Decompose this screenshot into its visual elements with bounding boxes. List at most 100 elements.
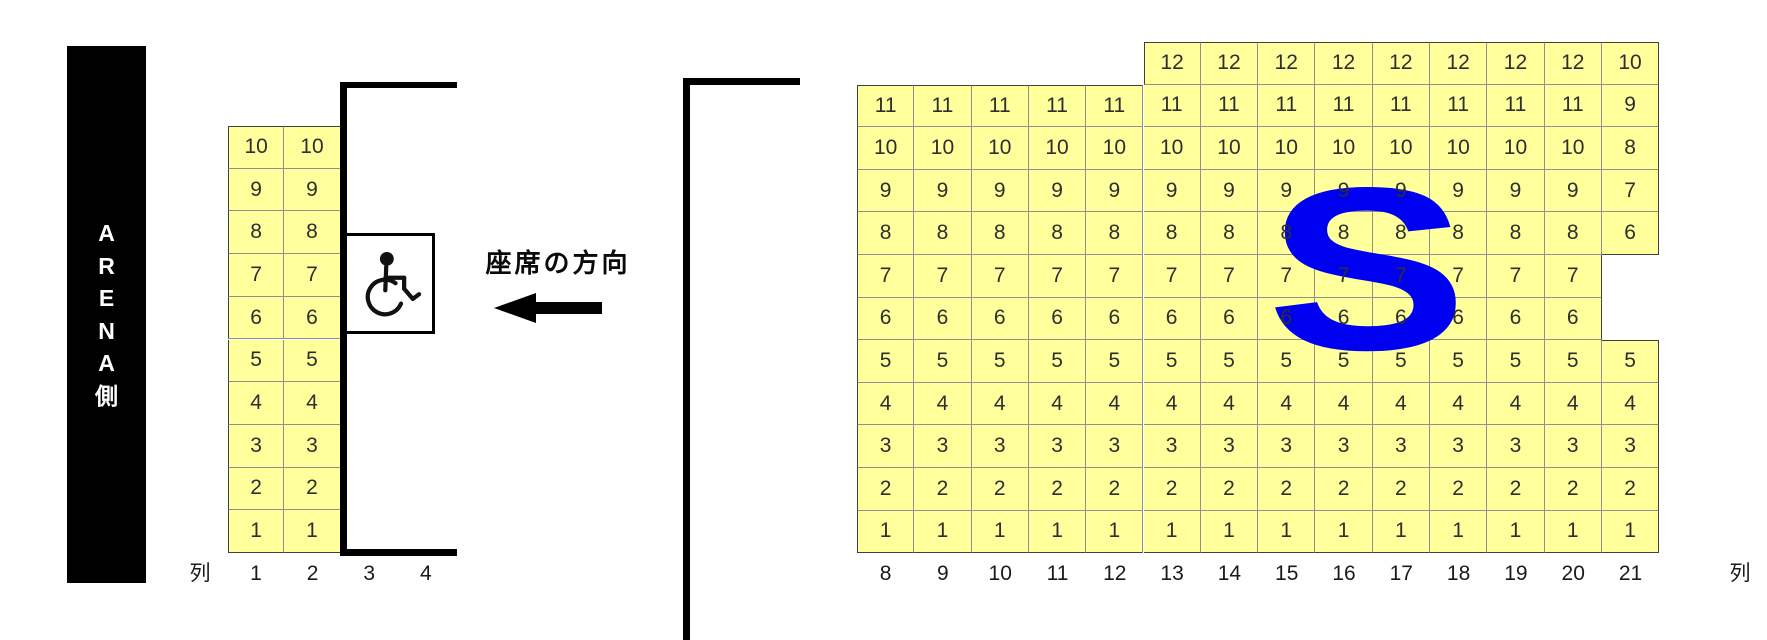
seat-cell: 7 — [1487, 255, 1545, 298]
seat-number: 6 — [993, 306, 1006, 330]
seat-number: 5 — [1624, 349, 1636, 373]
seat-cell: 6 — [1258, 297, 1316, 341]
seat-cell: 6 — [1200, 297, 1259, 341]
seat-number: 4 — [1223, 391, 1235, 415]
seat-cell: 2 — [1601, 468, 1660, 511]
seat-number: 3 — [1223, 434, 1235, 458]
seat-cell: 2 — [1258, 468, 1316, 511]
seat-number: 9 — [1509, 178, 1522, 202]
arena-letter: R — [98, 252, 115, 279]
column-label: 2 — [306, 562, 319, 585]
seat-number: 2 — [250, 476, 262, 500]
seat-cell: 9 — [228, 168, 285, 212]
seat-number: 3 — [1108, 434, 1121, 458]
seat-cell: 4 — [1487, 382, 1545, 426]
seat-cell: 7 — [1086, 255, 1144, 298]
seat-number: 6 — [1624, 221, 1636, 245]
seat-number: 8 — [1165, 221, 1178, 245]
seat-cell: 9 — [1200, 169, 1259, 213]
seat-cell: 7 — [914, 255, 972, 298]
seat-number: 8 — [1624, 135, 1636, 159]
seat-cell: 1 — [1487, 510, 1545, 554]
seat-cell: 2 — [1143, 468, 1201, 511]
seat-number: 7 — [1108, 263, 1121, 287]
seat-cell: 4 — [1143, 382, 1201, 426]
seat-number: 2 — [1509, 476, 1522, 500]
seat-number: 3 — [1337, 434, 1350, 458]
seat-cell: 9 — [284, 168, 341, 212]
seat-number: 1 — [1452, 519, 1464, 543]
seat-number: 10 — [1045, 135, 1069, 159]
seat-cell: 8 — [228, 211, 285, 255]
column-label: 18 — [1446, 562, 1471, 585]
seat-cell: 10 — [1315, 127, 1373, 170]
seat-number: 11 — [1275, 93, 1298, 117]
column-label: 15 — [1275, 562, 1299, 585]
arena-letter: E — [98, 285, 115, 311]
seat-cell: 5 — [1143, 340, 1201, 383]
seat-number: 5 — [250, 348, 262, 372]
seat-cell: 6 — [284, 296, 341, 340]
seat-cell: 11 — [1430, 84, 1488, 128]
seat-cell: 1 — [1143, 510, 1201, 554]
seat-cell: 7 — [857, 255, 915, 298]
seat-number: 8 — [306, 220, 318, 244]
seat-number: 1 — [250, 519, 262, 543]
seat-number: 11 — [1332, 93, 1355, 117]
seat-number: 7 — [1509, 263, 1522, 287]
seat-number: 6 — [1051, 306, 1063, 330]
seat-number: 11 — [874, 93, 897, 117]
seat-cell: 10 — [914, 127, 972, 170]
seat-number: 5 — [1394, 348, 1407, 372]
seat-number: 8 — [1394, 221, 1407, 245]
seat-cell: 10 — [228, 126, 285, 169]
seat-cell: 5 — [1430, 340, 1488, 383]
seat-cell: 9 — [1487, 169, 1545, 213]
seat-cell: 1 — [857, 510, 915, 554]
seat-cell: 8 — [1430, 212, 1488, 255]
seat-number: 10 — [1389, 135, 1413, 159]
seat-number: 3 — [1280, 434, 1293, 458]
row-axis-label: 列 — [189, 562, 211, 585]
wheelchair-icon — [365, 251, 421, 316]
seat-number: 6 — [250, 305, 262, 329]
seat-number: 1 — [1337, 519, 1350, 543]
seat-cell: 9 — [1544, 169, 1602, 213]
seat-number: 8 — [1280, 221, 1293, 245]
seat-number: 2 — [1051, 476, 1063, 500]
seat-number: 11 — [1046, 93, 1068, 117]
column-label: 21 — [1618, 562, 1643, 585]
seat-cell: 2 — [1028, 468, 1087, 511]
seat-number: 5 — [1509, 348, 1522, 372]
seat-cell: 7 — [1200, 255, 1259, 298]
seat-cell: 12 — [1143, 42, 1201, 85]
seat-cell: 4 — [1430, 382, 1488, 426]
seat-cell: 4 — [1028, 382, 1087, 426]
seat-number: 7 — [936, 263, 949, 287]
seat-cell: 6 — [1487, 297, 1545, 341]
seat-cell: 4 — [1601, 382, 1660, 426]
seat-cell: 11 — [971, 84, 1029, 128]
seat-cell: 10 — [1544, 127, 1602, 170]
arena-letter: A — [98, 350, 115, 376]
seat-number: 12 — [1389, 51, 1413, 75]
seat-number: 4 — [1509, 391, 1522, 415]
seat-cell: 6 — [857, 297, 915, 341]
seat-number: 7 — [879, 263, 892, 287]
seat-cell: 1 — [284, 510, 341, 553]
seat-cell: 7 — [1372, 255, 1430, 298]
seat-number: 4 — [250, 391, 262, 415]
seat-cell: 8 — [857, 212, 915, 255]
seat-cell: 6 — [914, 297, 972, 341]
seat-number: 7 — [306, 262, 318, 286]
seat-number: 7 — [250, 262, 262, 286]
seat-number: 5 — [1337, 348, 1350, 372]
seat-number: 6 — [1452, 306, 1464, 330]
seat-number: 1 — [1223, 519, 1235, 543]
seat-cell: 10 — [284, 126, 341, 169]
seat-cell: 11 — [1028, 84, 1087, 128]
seat-cell: 7 — [228, 254, 285, 297]
seat-cell: 10 — [1372, 127, 1430, 170]
